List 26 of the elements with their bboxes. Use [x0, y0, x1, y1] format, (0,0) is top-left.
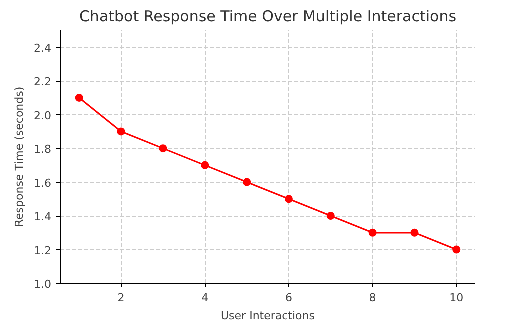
x-tick-label: 6: [285, 292, 292, 304]
point: [75, 94, 84, 102]
y-tick-label: 2.4: [34, 42, 52, 55]
point: [117, 128, 126, 136]
x-tick-label: 2: [118, 292, 125, 304]
point: [201, 161, 210, 170]
chart-title: Chatbot Response Time Over Multiple Interactions: [79, 8, 457, 26]
x-tick-label: 4: [202, 292, 209, 304]
point: [243, 178, 252, 186]
x-tick-label: 10: [450, 292, 464, 304]
y-tick-label: 2.2: [34, 76, 52, 89]
point: [410, 228, 419, 237]
point: [452, 246, 461, 254]
y-tick-label: 1.4: [34, 210, 52, 224]
y-tick-label: 2.0: [34, 109, 52, 122]
point: [368, 228, 377, 237]
point: [326, 212, 335, 220]
x-axis-title: User Interactions: [221, 310, 316, 322]
y-tick-label: 1.2: [34, 244, 52, 258]
y-axis-title: Response Time (seconds): [13, 86, 26, 228]
y-tick-label: 1.0: [34, 278, 52, 291]
point: [284, 195, 293, 204]
y-tick-label: 1.6: [34, 176, 52, 190]
x-tick-label: 8: [369, 292, 376, 304]
point: [159, 144, 168, 153]
y-tick-label: 1.8: [34, 143, 52, 156]
